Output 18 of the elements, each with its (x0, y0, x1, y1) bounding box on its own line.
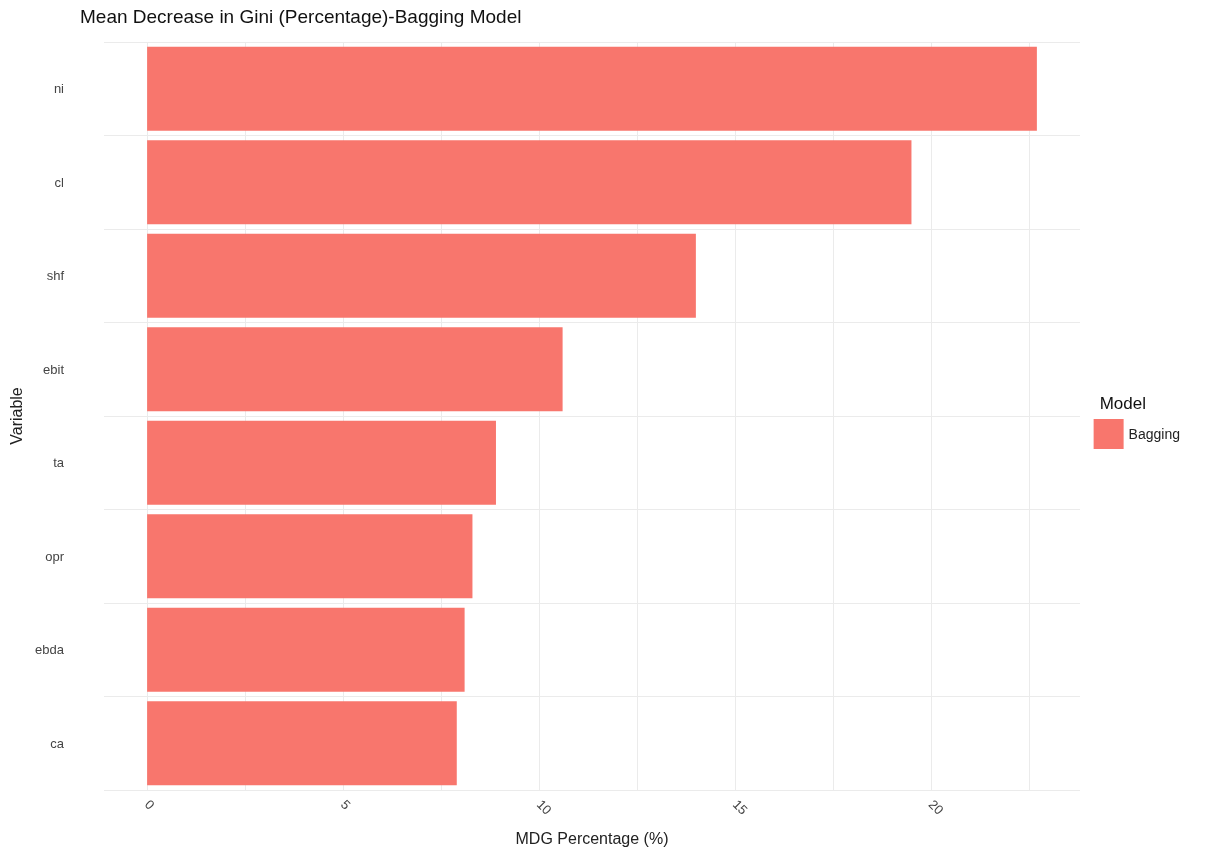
y-axis-title: Variable (7, 387, 25, 445)
y-tick-label: cl (54, 174, 65, 190)
x-tick-label: 10 (533, 796, 555, 818)
y-tick-label: ca (50, 735, 65, 751)
y-tick-label: shf (46, 268, 65, 284)
x-tick-label: 15 (729, 796, 751, 818)
y-tick-label: ebda (35, 642, 65, 658)
x-tick-label: 5 (337, 796, 354, 813)
chart-title: Mean Decrease in Gini (Percentage)-Bagging Model (80, 6, 522, 27)
y-tick-label: ebit (43, 361, 65, 377)
legend-title: Model (1099, 394, 1147, 413)
y-tick-label: ta (53, 455, 65, 471)
x-axis-title: MDG Percentage (%) (515, 829, 669, 847)
y-tick-label: opr (45, 548, 65, 564)
x-tick-label: 20 (925, 796, 947, 818)
x-tick-label: 0 (141, 796, 158, 813)
legend-label: Bagging (1128, 426, 1181, 442)
y-tick-label: ni (53, 81, 65, 97)
